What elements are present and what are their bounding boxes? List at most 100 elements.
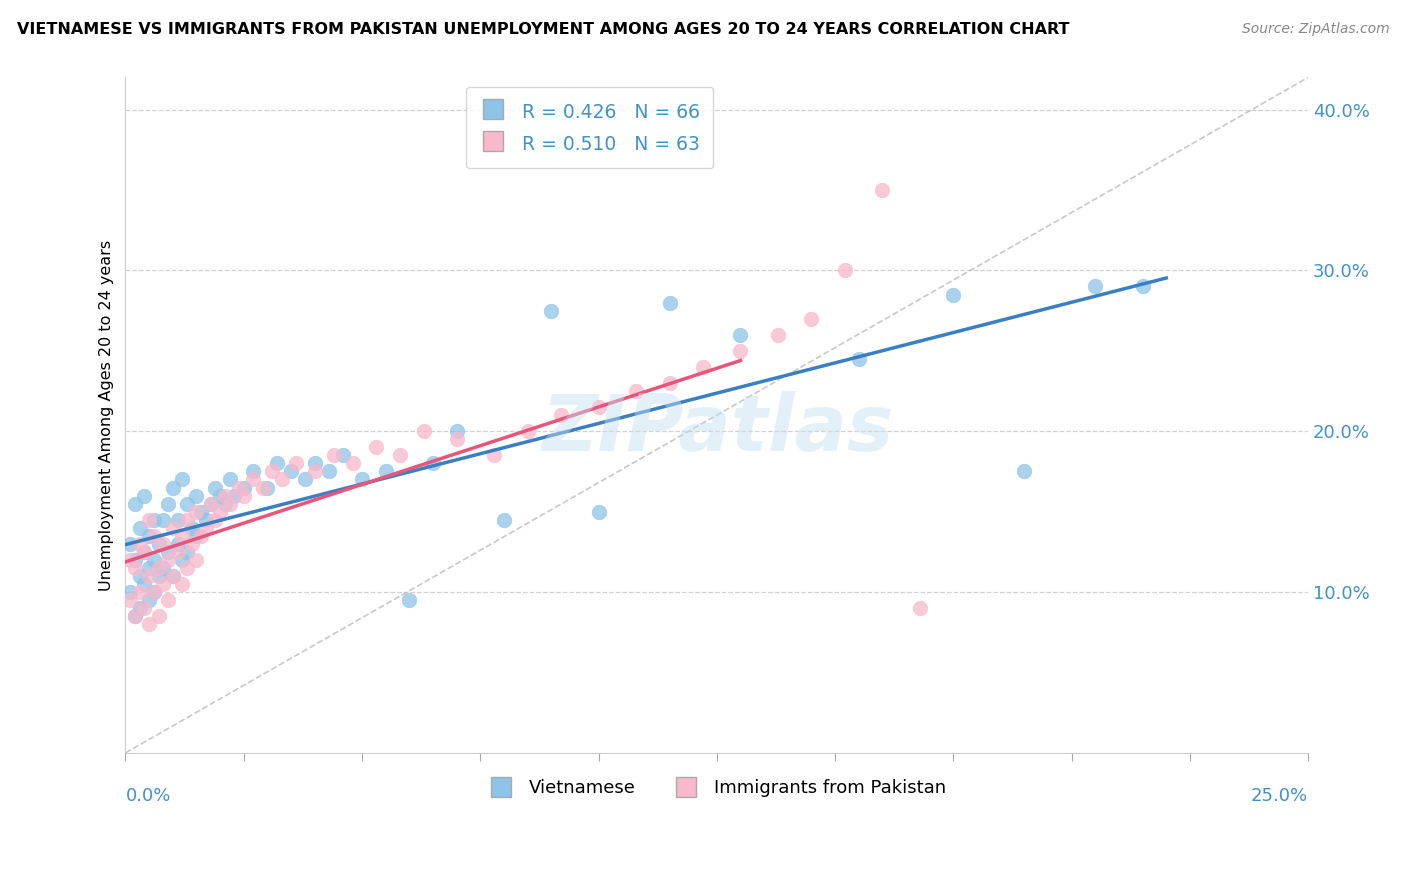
Point xyxy=(730,343,752,358)
Point xyxy=(1084,279,1107,293)
Point xyxy=(124,609,146,624)
Point xyxy=(266,456,288,470)
Point xyxy=(138,561,160,575)
Point xyxy=(180,521,202,535)
Text: VIETNAMESE VS IMMIGRANTS FROM PAKISTAN UNEMPLOYMENT AMONG AGES 20 TO 24 YEARS CO: VIETNAMESE VS IMMIGRANTS FROM PAKISTAN U… xyxy=(17,22,1070,37)
Point xyxy=(138,569,160,583)
Point xyxy=(284,456,307,470)
Point xyxy=(148,609,170,624)
Point xyxy=(190,505,212,519)
Point xyxy=(152,537,174,551)
Point xyxy=(768,327,790,342)
Point xyxy=(128,537,150,551)
Point xyxy=(204,513,226,527)
Point xyxy=(134,545,156,559)
Point xyxy=(204,481,226,495)
Point xyxy=(366,440,388,454)
Point xyxy=(214,489,236,503)
Point xyxy=(138,617,160,632)
Point xyxy=(124,553,146,567)
Point xyxy=(232,489,254,503)
Point xyxy=(209,505,232,519)
Point xyxy=(186,529,208,543)
Point xyxy=(800,311,823,326)
Point xyxy=(120,585,142,599)
Point xyxy=(658,295,681,310)
Point xyxy=(176,545,198,559)
Point xyxy=(162,481,184,495)
Point xyxy=(166,545,188,559)
Text: 0.0%: 0.0% xyxy=(125,787,172,805)
Point xyxy=(342,456,364,470)
Point xyxy=(172,577,194,591)
Point xyxy=(242,473,264,487)
Point xyxy=(332,448,354,462)
Point xyxy=(388,448,411,462)
Point xyxy=(318,465,340,479)
Point xyxy=(446,432,468,446)
Point xyxy=(374,465,396,479)
Y-axis label: Unemployment Among Ages 20 to 24 years: Unemployment Among Ages 20 to 24 years xyxy=(100,240,114,591)
Point xyxy=(484,448,506,462)
Text: 25.0%: 25.0% xyxy=(1251,787,1308,805)
Point xyxy=(128,521,150,535)
Point xyxy=(942,287,965,301)
Point xyxy=(626,384,648,398)
Point xyxy=(848,351,870,366)
Point xyxy=(152,513,174,527)
Point xyxy=(540,303,562,318)
Point xyxy=(172,473,194,487)
Point xyxy=(1132,279,1154,293)
Point xyxy=(1014,465,1036,479)
Point xyxy=(232,481,254,495)
Point xyxy=(492,513,515,527)
Point xyxy=(162,569,184,583)
Point xyxy=(658,376,681,390)
Point xyxy=(172,529,194,543)
Point xyxy=(138,513,160,527)
Point xyxy=(142,529,165,543)
Point xyxy=(350,473,373,487)
Point xyxy=(252,481,274,495)
Point xyxy=(280,465,302,479)
Point xyxy=(176,561,198,575)
Point xyxy=(134,545,156,559)
Point xyxy=(262,465,284,479)
Point xyxy=(138,529,160,543)
Point xyxy=(304,456,326,470)
Point xyxy=(142,513,165,527)
Point xyxy=(128,601,150,615)
Point xyxy=(186,505,208,519)
Point xyxy=(134,601,156,615)
Point xyxy=(322,448,344,462)
Point xyxy=(209,489,232,503)
Point xyxy=(157,553,180,567)
Point xyxy=(128,569,150,583)
Point xyxy=(157,545,180,559)
Point xyxy=(142,585,165,599)
Point xyxy=(398,593,420,607)
Point xyxy=(422,456,444,470)
Point xyxy=(138,593,160,607)
Point xyxy=(142,585,165,599)
Point xyxy=(120,593,142,607)
Point xyxy=(834,263,856,277)
Point xyxy=(134,489,156,503)
Point xyxy=(172,553,194,567)
Point xyxy=(588,400,610,414)
Point xyxy=(304,465,326,479)
Point xyxy=(872,183,894,197)
Point xyxy=(730,327,752,342)
Point xyxy=(214,497,236,511)
Text: Source: ZipAtlas.com: Source: ZipAtlas.com xyxy=(1241,22,1389,37)
Point xyxy=(200,497,222,511)
Point xyxy=(180,537,202,551)
Point xyxy=(148,569,170,583)
Point xyxy=(218,497,240,511)
Point xyxy=(148,537,170,551)
Point xyxy=(142,553,165,567)
Point xyxy=(176,513,198,527)
Point xyxy=(412,424,434,438)
Point xyxy=(134,577,156,591)
Point xyxy=(157,497,180,511)
